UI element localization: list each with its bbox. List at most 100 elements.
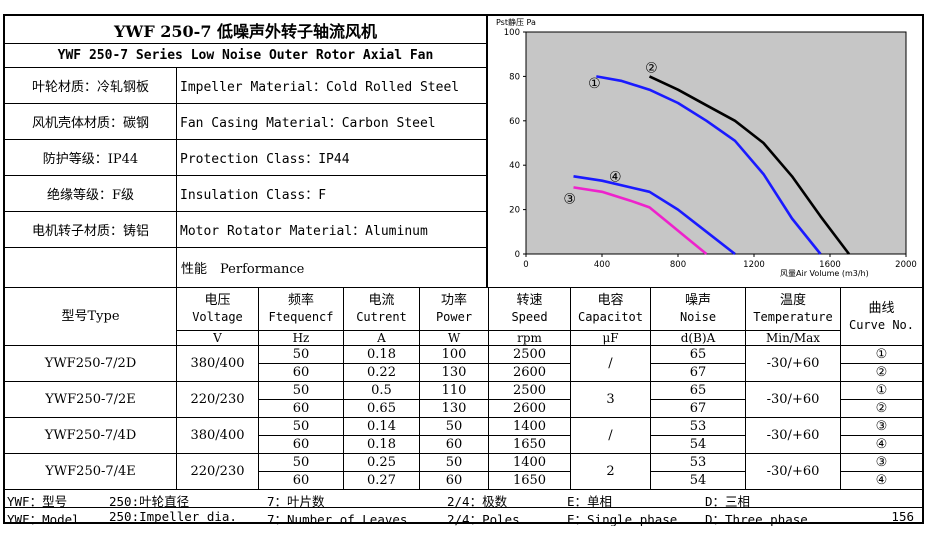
footer-zh: YWF：型号 250:叶轮直径 7：叶片数 2/4：极数 E：单相 D：三相 — [5, 490, 922, 508]
model-cell: YWF250-7/4D — [5, 418, 177, 454]
current-cell: 0.22 — [344, 364, 420, 382]
curve-no-cell: ④ — [841, 472, 922, 490]
header-unit-cell: W — [420, 331, 489, 346]
header-zh: 功率 — [440, 293, 467, 308]
noise-cell: 54 — [651, 436, 746, 454]
speed-cell: 2600 — [489, 364, 571, 382]
frequency-cell: 50 — [259, 346, 344, 364]
header-unit-cell: d(B)A — [651, 331, 746, 346]
header-cell: 电流 Cutrent — [344, 288, 420, 331]
noise-cell: 53 — [651, 454, 746, 472]
curve-line — [573, 175, 736, 256]
footer-en: YWF：Model 250:Impeller dia. 7：Number of Le… — [5, 508, 922, 526]
speed-cell: 2500 — [489, 382, 571, 400]
performance-label-cell: 性能 Performance — [177, 248, 486, 288]
speed-cell: 2600 — [489, 400, 571, 418]
header-en: Ftequencf — [268, 310, 334, 324]
speed-cell: 1650 — [489, 472, 571, 490]
x-tick-label: 400 — [594, 260, 610, 270]
power-cell: 100 — [420, 346, 489, 364]
frequency: 50 — [292, 383, 310, 398]
chart-plot-area — [525, 31, 907, 255]
capacitor-cell: 2 — [571, 454, 651, 490]
header-unit: d(B)A — [680, 331, 716, 345]
curve-no-cell: ② — [841, 364, 922, 382]
header-unit: Hz — [292, 331, 310, 345]
x-tick-label: 1600 — [819, 260, 841, 270]
header-zh: 温度 — [779, 293, 806, 308]
header-zh: 电压 — [204, 293, 231, 308]
noise-cell: 67 — [651, 364, 746, 382]
voltage: 380/400 — [190, 356, 245, 371]
curve-label: ④ — [609, 169, 622, 185]
current: 0.25 — [367, 455, 396, 470]
frequency-cell: 50 — [259, 454, 344, 472]
header-cell: 型号Type — [5, 288, 177, 346]
spec-label-zh: 电机转子材质：铸铝 — [31, 224, 149, 239]
spec-label-zh-cell: 叶轮材质：冷轧钢板 — [5, 68, 177, 104]
current-cell: 0.18 — [344, 346, 420, 364]
speed: 1650 — [512, 437, 547, 452]
header-en: Noise — [679, 310, 717, 324]
speed: 1400 — [512, 419, 547, 434]
model: YWF250-7/4E — [45, 464, 136, 479]
spec-label-zh: 防护等级：IP44 — [42, 152, 139, 167]
curve-no-cell: ③ — [841, 418, 922, 436]
speed-cell: 2500 — [489, 346, 571, 364]
current: 0.18 — [367, 437, 396, 452]
frequency: 50 — [292, 347, 310, 362]
power-cell: 60 — [420, 472, 489, 490]
spec-label-zh: 叶轮材质：冷轧钢板 — [31, 80, 149, 95]
header-zh: 噪声 — [684, 293, 711, 308]
frequency-cell: 50 — [259, 382, 344, 400]
curve-line — [648, 75, 851, 255]
curve-line — [573, 186, 708, 256]
spec-label-en: Motor Rotator Material：Aluminum — [180, 224, 428, 239]
noise: 65 — [689, 347, 707, 362]
footer-zh-item: 2/4：极数 — [447, 494, 508, 508]
current: 0.27 — [367, 473, 396, 488]
noise-cell: 65 — [651, 346, 746, 364]
header-zh: 转速 — [516, 293, 543, 308]
capacitor-cell: 3 — [571, 382, 651, 418]
speed: 1650 — [512, 473, 547, 488]
header-cell: 曲线 Curve No. — [841, 288, 922, 346]
header-zh: 型号Type — [61, 309, 120, 324]
curve-line — [596, 75, 822, 255]
noise: 67 — [689, 401, 707, 416]
spec-label-en-cell: Motor Rotator Material：Aluminum — [177, 212, 486, 248]
model: YWF250-7/2E — [45, 392, 136, 407]
curve-no-cell: ② — [841, 400, 922, 418]
curve-no: ④ — [875, 437, 888, 452]
power-cell: 50 — [420, 418, 489, 436]
current-cell: 0.65 — [344, 400, 420, 418]
y-tick-label: 0 — [515, 250, 520, 260]
spec-label-en-cell: Insulation Class：F — [177, 176, 486, 212]
spec-label-zh-cell: 绝缘等级：F级 — [5, 176, 177, 212]
power-cell: 130 — [420, 364, 489, 382]
speed: 2600 — [512, 401, 547, 416]
power-cell: 50 — [420, 454, 489, 472]
model-cell: YWF250-7/2E — [5, 382, 177, 418]
footer-en-item: 7：Number of Leaves — [267, 512, 408, 526]
capacitor: / — [608, 428, 613, 443]
frequency: 50 — [292, 455, 310, 470]
current: 0.14 — [367, 419, 396, 434]
noise-cell: 65 — [651, 382, 746, 400]
voltage-cell: 220/230 — [177, 382, 259, 418]
power-cell: 110 — [420, 382, 489, 400]
y-axis-label: Pst静压 Pa — [496, 17, 536, 27]
spec-label-en: Impeller Material：Cold Rolled Steel — [180, 80, 460, 95]
temperature-cell: -30/+60 — [746, 454, 841, 490]
title-zh-row: YWF 250-7 低噪声外转子轴流风机 — [5, 16, 486, 44]
curve-label: ① — [588, 76, 601, 92]
power: 110 — [441, 383, 467, 398]
footer-en-item: YWF：Model — [7, 512, 80, 526]
header-unit-cell: rpm — [489, 331, 571, 346]
current-cell: 0.25 — [344, 454, 420, 472]
frequency-cell: 60 — [259, 436, 344, 454]
model: YWF250-7/4D — [44, 428, 137, 443]
frequency-cell: 60 — [259, 400, 344, 418]
header-zh: 曲线 — [868, 300, 895, 316]
header-unit-cell: A — [344, 331, 420, 346]
